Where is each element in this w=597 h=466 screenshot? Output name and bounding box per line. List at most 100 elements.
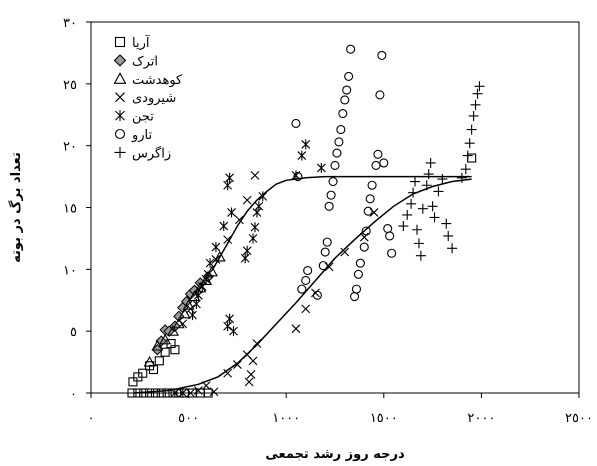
data-point	[447, 243, 458, 254]
axis-ticks: ٠ ٥٠٠ ١٠٠٠ ١٥٠٠ ٢٠٠٠ ٢٥٠٠ ٠ ٥ ١٠ ١٥ ٢٠ ٢٥ ٣٠	[63, 16, 593, 426]
series-7-plus	[398, 81, 485, 261]
data-point	[326, 190, 336, 200]
y-axis-title: تعداد برگ در بوته	[7, 152, 24, 263]
data-points	[127, 44, 485, 398]
data-point	[437, 174, 448, 185]
data-point	[330, 160, 340, 171]
data-point	[139, 388, 149, 398]
series-4-x	[170, 170, 379, 398]
legend-marker-square	[114, 36, 126, 48]
y-tick-label: ٥	[70, 325, 77, 340]
data-point	[133, 388, 143, 398]
data-point	[248, 233, 258, 244]
data-point	[402, 209, 413, 220]
data-point	[423, 169, 434, 180]
data-point	[170, 388, 180, 398]
data-point	[223, 368, 233, 378]
data-point	[193, 386, 203, 395]
data-point	[160, 347, 170, 357]
data-point	[219, 221, 229, 232]
legend-marker-plus	[114, 146, 126, 158]
data-point	[192, 298, 201, 309]
data-point	[429, 212, 440, 223]
data-point	[301, 139, 311, 150]
data-point	[373, 149, 383, 159]
data-point	[178, 319, 188, 329]
data-point	[415, 250, 426, 261]
legend-label: شیرودی	[132, 91, 176, 106]
data-point	[443, 230, 454, 241]
data-point	[291, 118, 301, 128]
data-point	[213, 250, 226, 262]
data-point	[252, 339, 262, 348]
data-point	[340, 247, 350, 257]
data-point	[151, 339, 164, 351]
legend-marker-diamond	[113, 54, 127, 67]
data-point	[460, 164, 471, 175]
legend-label: زاگرس	[132, 145, 171, 161]
data-point	[425, 157, 436, 168]
data-point	[466, 124, 477, 135]
data-point	[242, 195, 252, 205]
data-point	[209, 387, 219, 397]
data-point	[205, 258, 215, 269]
data-point	[379, 158, 389, 168]
x-tick-label: ٢٠٠٠	[467, 411, 495, 426]
legend-label: کوهدشت	[132, 73, 183, 88]
x-tick-label: ٠	[88, 411, 95, 426]
data-point	[203, 269, 213, 279]
data-point	[320, 247, 330, 257]
data-point	[211, 255, 221, 264]
y-tick-label: ٢٠	[63, 140, 77, 155]
data-point	[375, 90, 385, 100]
data-point	[248, 356, 258, 366]
data-point	[178, 307, 191, 319]
legend-marker-triangle	[113, 72, 127, 84]
data-point	[201, 381, 211, 390]
data-point	[227, 207, 236, 218]
legend-item: زاگرس	[114, 145, 171, 161]
data-point	[342, 85, 352, 95]
data-point	[244, 377, 254, 387]
data-point	[297, 284, 307, 294]
data-point	[351, 284, 362, 294]
data-point	[188, 310, 197, 321]
data-point	[223, 180, 233, 191]
data-point	[246, 370, 256, 379]
fitted-curves	[133, 175, 472, 394]
data-point	[464, 138, 475, 149]
data-point	[156, 388, 166, 398]
data-point	[470, 99, 481, 110]
legend-label: تارو	[131, 128, 153, 143]
data-point	[353, 269, 363, 279]
data-point	[334, 137, 344, 147]
data-point	[340, 95, 350, 105]
data-point	[456, 172, 467, 183]
data-point	[240, 253, 250, 264]
data-point	[311, 288, 320, 298]
data-point	[138, 368, 148, 378]
data-point	[293, 172, 303, 182]
data-point	[328, 176, 338, 187]
data-point	[387, 248, 397, 258]
data-point	[472, 88, 483, 99]
legend-marker-circle	[114, 128, 126, 140]
data-point	[225, 313, 234, 324]
data-point	[369, 208, 379, 217]
fitted-curve-2	[133, 178, 472, 394]
data-point	[254, 201, 264, 212]
data-point	[143, 355, 156, 367]
data-point	[312, 290, 322, 300]
data-point	[324, 201, 334, 211]
data-point	[200, 274, 213, 286]
data-point	[167, 325, 179, 336]
data-point	[127, 388, 137, 398]
data-point	[359, 242, 369, 252]
data-point	[410, 176, 421, 187]
data-point	[318, 261, 328, 271]
data-point	[148, 364, 159, 375]
data-point	[413, 238, 424, 249]
data-point	[336, 125, 346, 135]
data-point	[145, 388, 155, 398]
data-point	[411, 224, 422, 235]
